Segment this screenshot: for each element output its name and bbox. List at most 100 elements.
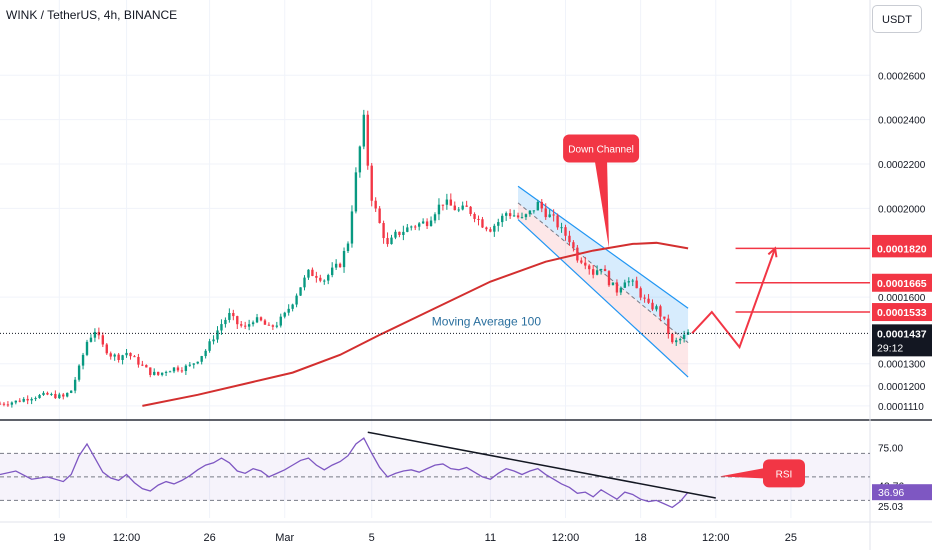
candle-body xyxy=(125,352,128,356)
down-channel-label: Down Channel xyxy=(568,145,634,156)
candle-body xyxy=(323,280,326,282)
candle-body xyxy=(671,333,674,343)
candle-body xyxy=(481,219,484,228)
candle-body xyxy=(299,287,302,296)
time-tick-label: 12:00 xyxy=(113,532,141,544)
currency-button[interactable]: USDT xyxy=(872,5,922,33)
candle-body xyxy=(623,282,627,288)
candle-body xyxy=(192,363,195,365)
candle-body xyxy=(520,217,524,219)
price-tick-label: 0.0001110 xyxy=(878,402,924,413)
candle-body xyxy=(220,324,223,331)
candle-body xyxy=(58,394,61,399)
candle-body xyxy=(358,146,362,173)
candle-body xyxy=(639,288,642,298)
candle-body xyxy=(536,201,540,211)
candle-body xyxy=(46,392,49,395)
candle-body xyxy=(145,365,148,368)
time-tick-label: 25 xyxy=(785,532,797,544)
candle-body xyxy=(508,213,512,217)
candle-body xyxy=(255,317,259,323)
candle-body xyxy=(34,398,37,400)
rsi-callout xyxy=(763,459,805,488)
candle-body xyxy=(544,208,547,218)
price-tick-label: 0.0001300 xyxy=(878,360,926,371)
candle-body xyxy=(77,365,81,380)
candle-body xyxy=(69,390,73,393)
projection-path[interactable] xyxy=(0,246,870,350)
candle-body xyxy=(374,200,377,209)
down-channel[interactable] xyxy=(517,185,689,378)
channel-mid-line xyxy=(517,202,689,344)
candle-body xyxy=(149,367,152,375)
candle-body xyxy=(414,226,417,228)
candle-body xyxy=(93,331,97,338)
candle-body xyxy=(271,325,275,327)
annotations[interactable]: Moving Average 100 Down Channel RSI xyxy=(432,134,805,488)
candle-body xyxy=(66,392,69,397)
candle-body xyxy=(89,337,93,342)
candle-body xyxy=(42,392,45,396)
candle-body xyxy=(141,364,144,366)
projection-line xyxy=(691,248,777,350)
price-level-tag xyxy=(872,273,932,292)
candle-body xyxy=(417,223,421,227)
candle-body xyxy=(453,205,456,211)
candle-body xyxy=(556,215,559,228)
candle-body xyxy=(449,199,453,206)
candle-body xyxy=(204,350,207,357)
moving-average-100 xyxy=(142,241,689,407)
candlestick-series xyxy=(0,109,690,408)
candle-body xyxy=(133,356,136,358)
candle-body xyxy=(512,215,516,217)
candle-body xyxy=(469,206,472,214)
rsi-line xyxy=(0,437,689,509)
candle-body xyxy=(682,334,686,339)
candle-body xyxy=(172,367,176,372)
down-channel-pointer xyxy=(595,162,609,249)
candle-body xyxy=(180,370,184,372)
candle-body xyxy=(200,356,203,362)
candle-body xyxy=(386,238,389,245)
candle-body xyxy=(437,204,441,215)
candle-body xyxy=(62,394,65,397)
candle-body xyxy=(287,308,290,313)
rsi-value-label: 36.96 xyxy=(878,487,904,499)
candle-body xyxy=(196,361,199,364)
candle-body xyxy=(643,297,646,299)
rsi-series xyxy=(0,431,716,509)
candle-body xyxy=(568,235,571,243)
candle-body xyxy=(109,353,112,357)
candle-body xyxy=(572,242,575,248)
candle-body xyxy=(410,226,413,228)
candle-body xyxy=(667,318,670,334)
moving-average-line[interactable] xyxy=(142,241,689,407)
candle-body xyxy=(580,260,583,263)
candle-body xyxy=(445,199,449,205)
candle-body xyxy=(493,225,496,232)
candle-body xyxy=(232,312,235,317)
candle-body xyxy=(30,398,33,401)
candle-body xyxy=(576,247,579,261)
candle-body xyxy=(101,335,105,345)
candle-body xyxy=(22,398,25,402)
rsi-value-tag xyxy=(872,484,932,501)
candle-body xyxy=(497,222,500,226)
candle-body xyxy=(263,320,267,325)
rsi-trendline xyxy=(367,431,716,499)
candle-body xyxy=(473,213,476,219)
candle-body xyxy=(208,341,211,351)
candle-body xyxy=(334,263,338,268)
price-tick-label: 0.0002400 xyxy=(878,116,926,127)
candle-body xyxy=(117,354,120,360)
candle-body xyxy=(212,339,215,342)
candle-body xyxy=(121,355,124,360)
candle-body xyxy=(291,304,294,309)
candle-body xyxy=(330,267,334,276)
candle-body xyxy=(663,316,666,319)
candle-body xyxy=(615,282,619,293)
time-tick-label: 12:00 xyxy=(552,532,580,544)
candle-body xyxy=(153,371,156,375)
